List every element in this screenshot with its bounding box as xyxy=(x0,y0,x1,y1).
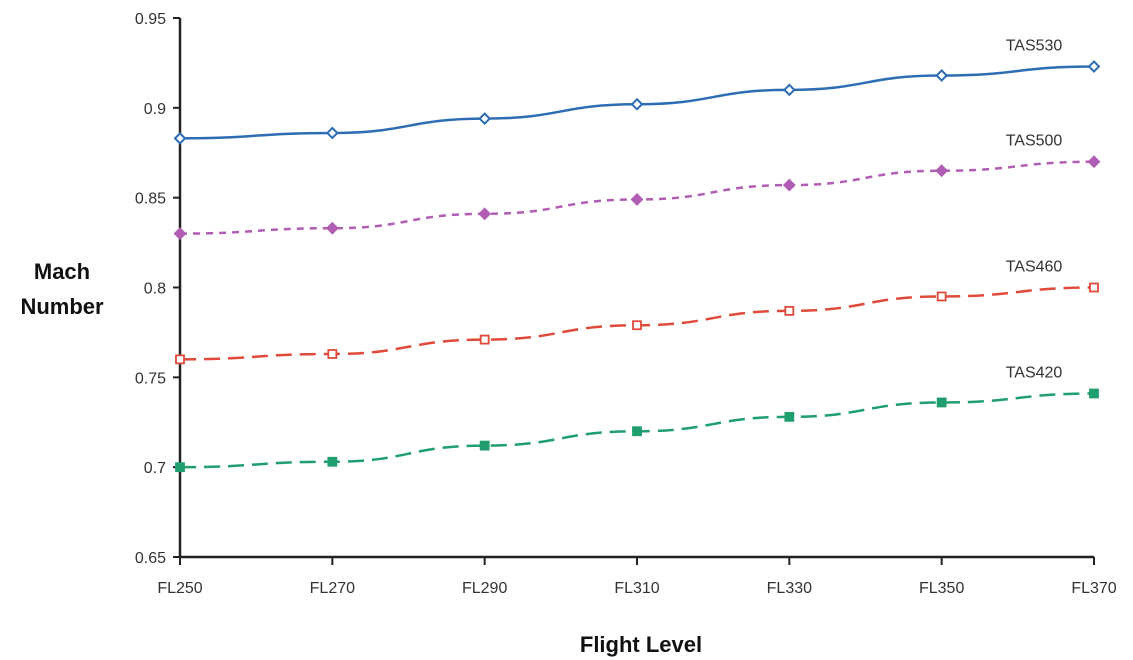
series-group: TAS530 TAS500 TAS460 TAS420 xyxy=(173,38,1101,473)
y-axis-title-line-2: Number xyxy=(20,294,104,319)
y-tick-label: 0.75 xyxy=(135,370,166,387)
data-point xyxy=(325,126,339,140)
series-tas460: TAS460 xyxy=(175,259,1099,365)
x-tick-label: FL330 xyxy=(767,580,812,597)
data-point xyxy=(1089,388,1099,399)
series-label: TAS500 xyxy=(1006,133,1063,150)
data-point xyxy=(632,426,642,437)
data-point xyxy=(175,354,185,365)
y-tick-label: 0.85 xyxy=(135,191,166,208)
data-point xyxy=(175,462,185,473)
x-tick-label: FL270 xyxy=(310,580,355,597)
series-tas420: TAS420 xyxy=(175,365,1099,473)
data-point xyxy=(1087,60,1101,73)
data-point xyxy=(630,193,644,206)
data-point xyxy=(784,305,795,316)
data-point xyxy=(1087,155,1101,169)
x-tick-label: FL350 xyxy=(919,580,964,597)
series-label: TAS460 xyxy=(1006,259,1063,276)
data-point xyxy=(935,69,949,82)
axis-titles: Mach Number Flight Level xyxy=(20,259,702,657)
data-point xyxy=(173,131,187,145)
series-tas530: TAS530 xyxy=(173,38,1101,145)
data-point xyxy=(479,334,490,345)
x-axis-title: Flight Level xyxy=(580,632,702,657)
data-point xyxy=(327,456,338,467)
series-tas500: TAS500 xyxy=(173,133,1101,241)
x-ticks: FL250 FL270 FL290 FL310 FL330 FL350 FL370 xyxy=(157,557,1117,597)
data-point xyxy=(935,164,949,178)
data-point xyxy=(479,440,490,451)
data-point xyxy=(630,97,644,111)
data-point xyxy=(1089,282,1099,293)
x-tick-label: FL370 xyxy=(1071,580,1116,597)
data-point xyxy=(784,411,795,422)
data-point xyxy=(327,349,338,359)
data-point xyxy=(478,112,492,126)
data-point xyxy=(936,291,947,302)
data-point xyxy=(632,320,642,331)
x-tick-label: FL310 xyxy=(614,580,659,597)
data-point xyxy=(478,207,492,221)
series-label: TAS420 xyxy=(1006,365,1063,382)
data-point xyxy=(936,397,947,408)
y-tick-label: 0.8 xyxy=(144,281,166,298)
y-tick-label: 0.65 xyxy=(135,550,166,567)
y-tick-label: 0.95 xyxy=(135,11,166,28)
series-label: TAS530 xyxy=(1006,38,1063,55)
y-tick-label: 0.7 xyxy=(144,460,166,477)
y-ticks: 0.65 0.7 0.75 0.8 0.85 0.9 0.95 xyxy=(135,11,180,567)
x-tick-label: FL250 xyxy=(157,580,202,597)
y-axis-title-line-1: Mach xyxy=(34,259,90,284)
x-tick-label: FL290 xyxy=(462,580,507,597)
data-point xyxy=(782,178,796,192)
y-tick-label: 0.9 xyxy=(144,101,166,118)
data-point xyxy=(325,221,339,235)
data-point xyxy=(173,227,187,241)
data-point xyxy=(782,83,796,97)
